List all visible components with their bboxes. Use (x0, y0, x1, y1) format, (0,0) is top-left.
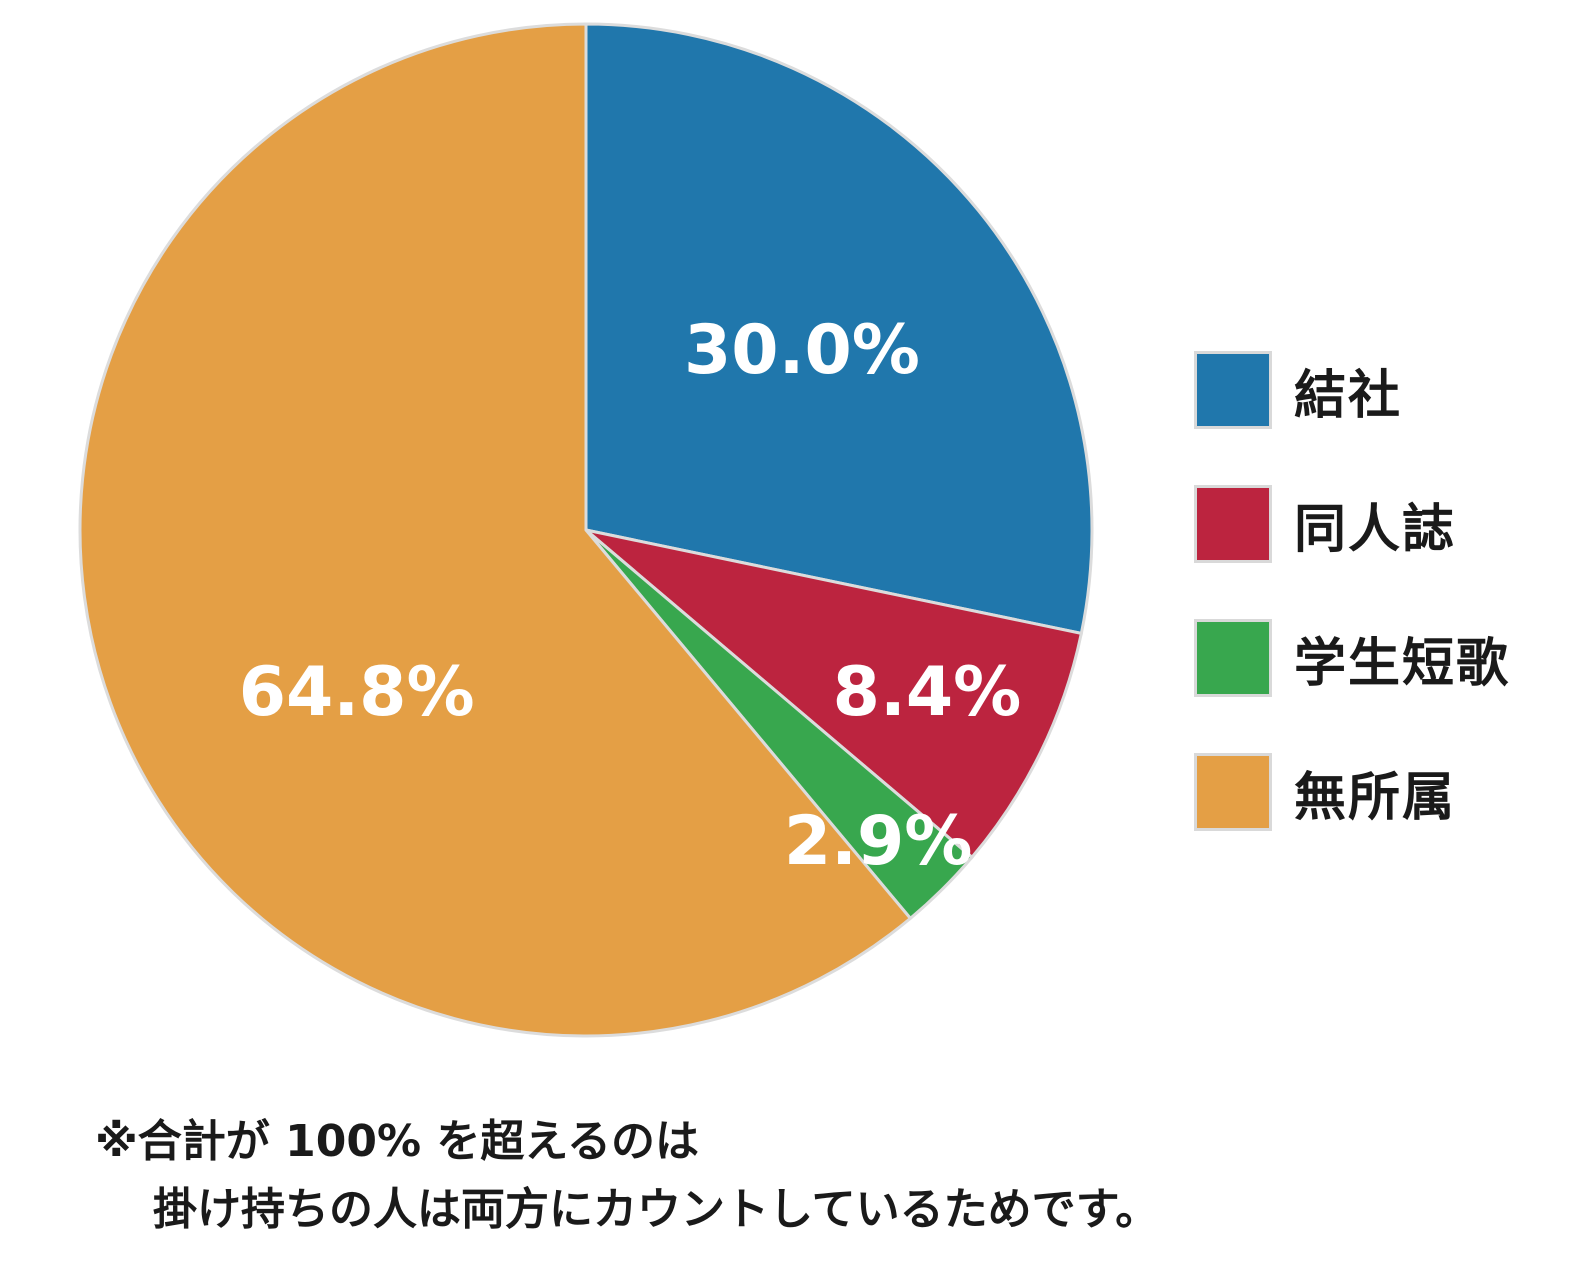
pie-label-2: 2.9% (784, 802, 973, 881)
pie-label-1: 8.4% (833, 653, 1022, 732)
legend-swatch (1194, 619, 1272, 697)
legend-swatch (1194, 351, 1272, 429)
legend-item-doujinshi: 同人誌 (1194, 484, 1510, 564)
legend-label: 同人誌 (1294, 499, 1457, 560)
legend-swatch (1194, 753, 1272, 831)
pie-label-3: 64.8% (239, 653, 475, 732)
legend-label: 学生短歌 (1294, 633, 1511, 694)
pie-slice-0 (584, 22, 1094, 636)
pie-labels: 30.0% 8.4% 2.9% 64.8% (239, 311, 1022, 881)
legend-label: 無所属 (1294, 767, 1457, 828)
footnote-line-2: 掛け持ちの人は両方にカウントしているためです。 (153, 1184, 1160, 1236)
legend-item-gakusei-tanka: 学生短歌 (1194, 618, 1510, 698)
legend-item-kessha: 結社 (1194, 350, 1510, 430)
legend: 結社 同人誌 学生短歌 無所属 (1194, 350, 1510, 886)
pie-label-0: 30.0% (684, 311, 920, 390)
footnote: ※合計が 100% を超えるのは 掛け持ちの人は両方にカウントしているためです。 (95, 1108, 1159, 1244)
legend-item-mushozoku: 無所属 (1194, 752, 1510, 832)
pie-slice-1 (585, 528, 1084, 860)
legend-swatch (1194, 485, 1272, 563)
pie-slices (78, 22, 1094, 1038)
pie-slice-3 (78, 22, 913, 1038)
legend-label: 結社 (1294, 365, 1403, 426)
footnote-line-1: ※合計が 100% を超えるのは (95, 1116, 700, 1167)
